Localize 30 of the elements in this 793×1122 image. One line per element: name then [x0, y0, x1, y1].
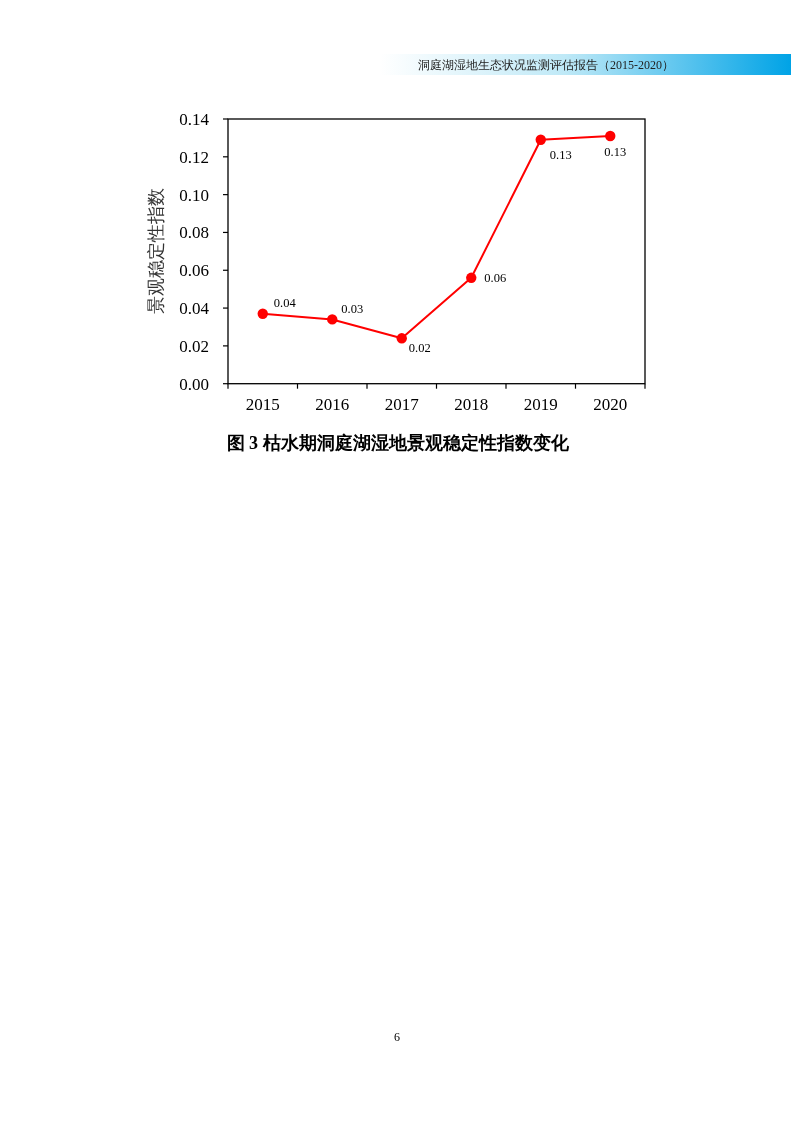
point [396, 333, 407, 344]
text: 洞庭湖湿地生态状况监测评估报告（2015-2020） [418, 58, 674, 72]
data-label: 0.04 [273, 295, 297, 310]
y-tick-label: 0.08 [179, 223, 209, 243]
x-tick-label: 2019 [523, 394, 558, 414]
y-tick-label: 0.02 [179, 336, 209, 356]
y-tick-label: 0.06 [179, 261, 209, 281]
y-tick-label: 0.12 [179, 147, 209, 167]
x-tick-label: 2016 [315, 394, 350, 414]
y-axis-title: 景观稳定性指数 [146, 188, 166, 315]
point [605, 130, 616, 142]
y-tick-label: 0.10 [179, 185, 209, 205]
text: 6 [394, 1030, 400, 1044]
data-label: 0.02 [408, 341, 431, 356]
point [327, 314, 338, 325]
point [466, 272, 477, 284]
x-tick-label: 2015 [245, 394, 280, 414]
data-label: 0.03 [341, 302, 364, 317]
y-tick-label: 0.14 [179, 109, 210, 129]
point [257, 308, 268, 319]
text: 图 3 枯水期洞庭湖湿地景观稳定性指数变化 [226, 433, 570, 453]
point [535, 134, 546, 145]
data-label: 0.13 [549, 147, 572, 162]
data-label: 0.06 [484, 270, 507, 285]
x-tick-label: 2017 [384, 394, 420, 414]
x-tick-label: 2018 [454, 394, 489, 414]
y-tick-label: 0.00 [179, 374, 209, 394]
x-tick-label: 2020 [593, 394, 628, 414]
data-label: 0.13 [604, 145, 627, 160]
y-tick-label: 0.04 [179, 299, 210, 319]
